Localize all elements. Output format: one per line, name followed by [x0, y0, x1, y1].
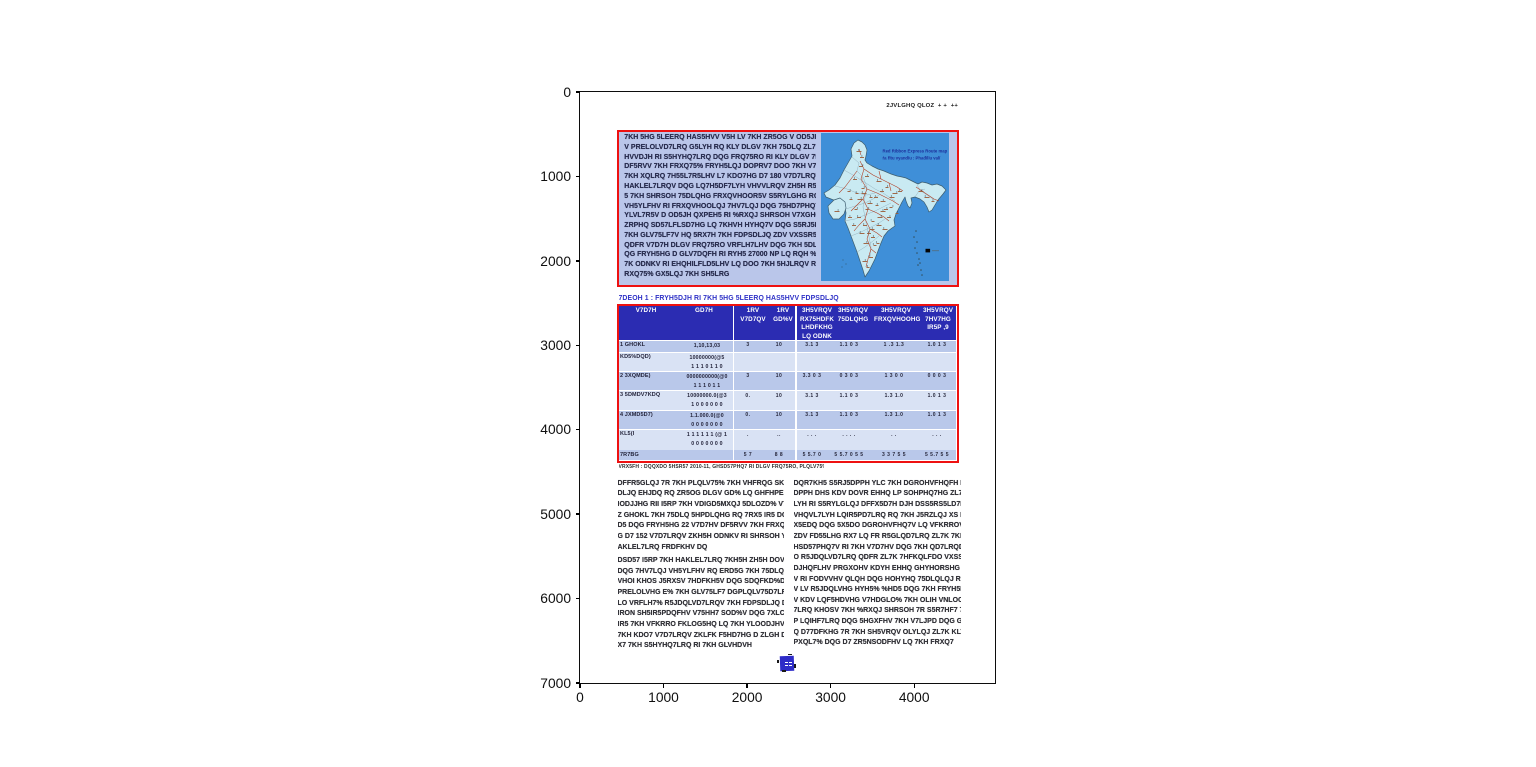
svg-text:Red Ribbon Express Route map: Red Ribbon Express Route map	[882, 148, 947, 153]
svg-text:ŕa řltu vyandīu : Phađilīu val: ŕa řltu vyandīu : Phađilīu valī	[882, 155, 941, 160]
